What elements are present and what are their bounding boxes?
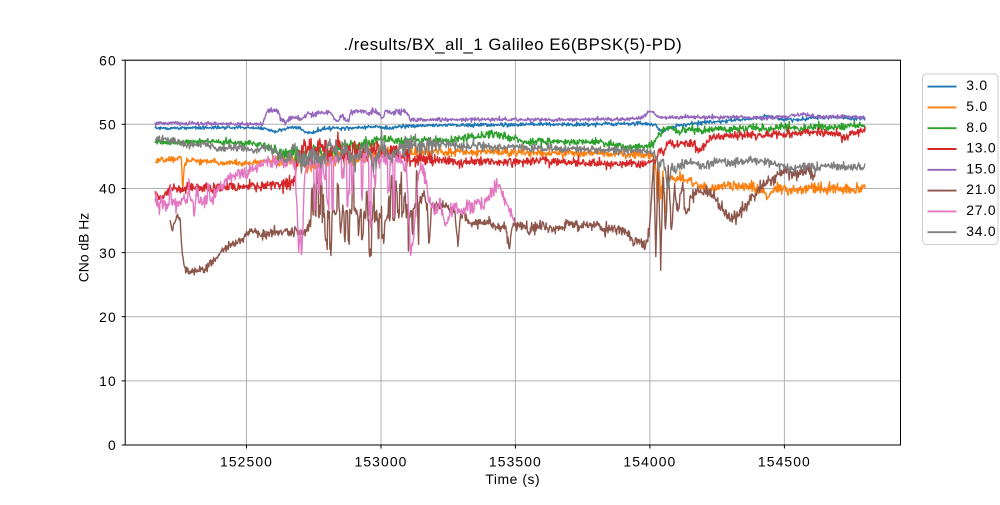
svg-text:153500: 153500 [489,453,542,469]
svg-text:153000: 153000 [355,453,408,469]
svg-text:0: 0 [108,437,117,453]
svg-text:15.0: 15.0 [966,160,996,176]
svg-text:./results/BX_all_1 Galileo E6(: ./results/BX_all_1 Galileo E6(BPSK(5)-PD… [343,35,682,54]
svg-text:154000: 154000 [623,453,676,469]
svg-text:27.0: 27.0 [966,202,996,218]
svg-text:30: 30 [99,245,117,261]
svg-text:34.0: 34.0 [966,223,996,239]
svg-text:13.0: 13.0 [966,140,996,156]
svg-text:8.0: 8.0 [966,119,988,135]
svg-text:Time (s): Time (s) [485,471,540,487]
svg-text:3.0: 3.0 [966,77,988,93]
svg-text:50: 50 [99,117,117,133]
svg-text:152500: 152500 [220,453,273,469]
svg-text:5.0: 5.0 [966,98,988,114]
svg-text:20: 20 [99,309,117,325]
svg-text:10: 10 [99,373,117,389]
svg-text:154500: 154500 [758,453,811,469]
svg-text:21.0: 21.0 [966,181,996,197]
svg-text:60: 60 [99,52,117,68]
svg-text:CNo dB Hz: CNo dB Hz [76,213,92,283]
svg-text:40: 40 [99,181,117,197]
